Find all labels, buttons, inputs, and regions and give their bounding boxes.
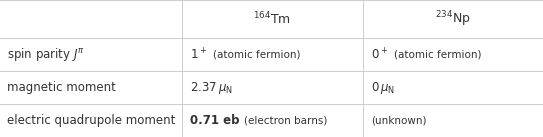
Text: (electron barns): (electron barns): [244, 116, 328, 125]
Text: spin parity $J^{\pi}$: spin parity $J^{\pi}$: [7, 46, 84, 63]
Text: (atomic fermion): (atomic fermion): [394, 50, 481, 60]
Text: magnetic moment: magnetic moment: [7, 81, 116, 94]
Text: $1^+$: $1^+$: [190, 47, 207, 62]
Text: $0\,\mu_{\mathrm{N}}$: $0\,\mu_{\mathrm{N}}$: [371, 80, 395, 96]
Text: 0.71 eb: 0.71 eb: [190, 114, 239, 127]
Text: $^{234}$Np: $^{234}$Np: [435, 9, 471, 29]
Text: electric quadrupole moment: electric quadrupole moment: [7, 114, 175, 127]
Text: $0^+$: $0^+$: [371, 47, 388, 62]
Text: (unknown): (unknown): [371, 116, 426, 125]
Text: (atomic fermion): (atomic fermion): [213, 50, 300, 60]
Text: $^{164}$Tm: $^{164}$Tm: [254, 11, 291, 28]
Text: $2.37\,\mu_{\mathrm{N}}$: $2.37\,\mu_{\mathrm{N}}$: [190, 80, 233, 96]
